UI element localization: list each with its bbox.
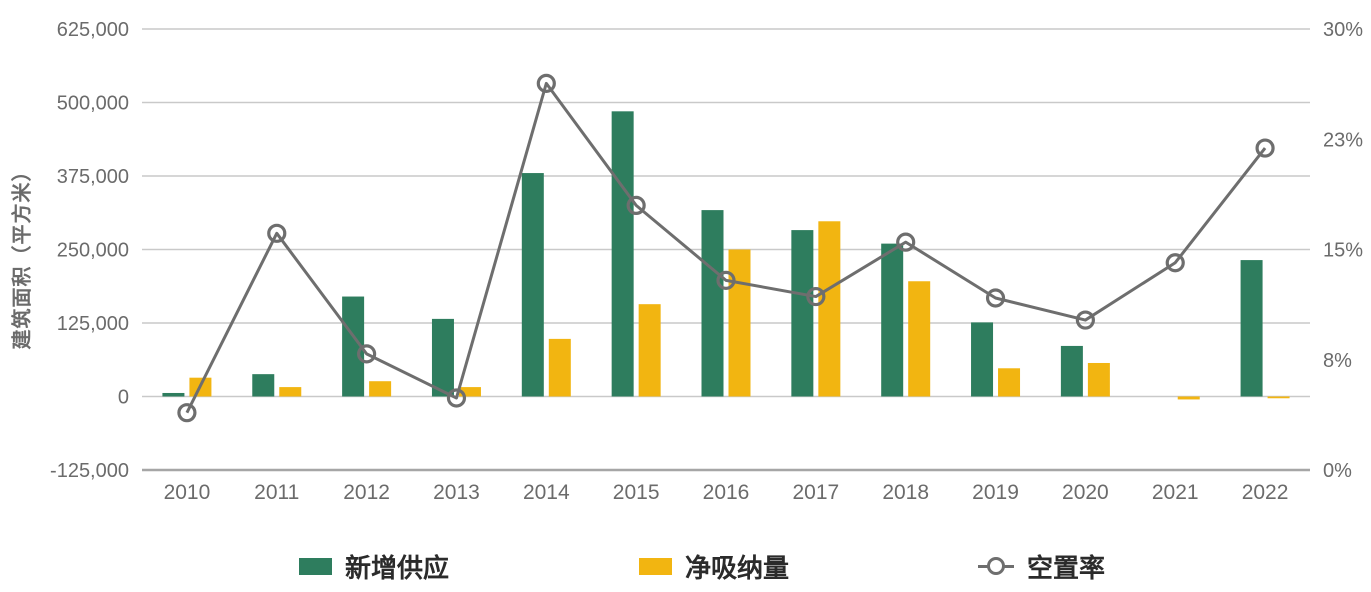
- chart-legend: 新增供应 净吸纳量 空置率: [0, 544, 1371, 588]
- bar-net-absorption: [279, 387, 302, 397]
- vacancy-marker: [267, 223, 287, 243]
- vacancy-marker: [806, 286, 826, 307]
- x-tick-label: 2019: [972, 481, 1019, 504]
- bar-net-absorption: [908, 281, 931, 397]
- bar-net-absorption: [998, 368, 1021, 397]
- bar-new-supply: [701, 210, 724, 397]
- bar-net-absorption: [1267, 396, 1290, 399]
- vacancy-marker: [985, 288, 1006, 308]
- legend-item-new-supply: 新增供应: [299, 544, 449, 588]
- x-tick-label: 2018: [882, 481, 929, 504]
- vacancy-marker: [626, 195, 646, 215]
- bar-net-absorption: [728, 249, 751, 397]
- bar-new-supply: [162, 392, 185, 397]
- legend-label-net-absorption: 净吸纳量: [685, 552, 790, 583]
- bar-net-absorption: [1177, 396, 1200, 400]
- bar-net-absorption: [1087, 362, 1110, 397]
- bar-new-supply: [1060, 345, 1083, 397]
- x-tick-label: 2014: [523, 481, 570, 504]
- y-tick-label-right: 23%: [1323, 129, 1363, 151]
- bar-net-absorption: [369, 381, 392, 397]
- y-tick-label-right: 15%: [1323, 240, 1363, 262]
- vacancy-marker: [1165, 253, 1185, 273]
- x-tick-label: 2020: [1062, 481, 1109, 504]
- legend-item-vacancy-rate: 空置率: [978, 544, 1105, 588]
- bar-new-supply: [252, 374, 275, 397]
- vacancy-marker: [357, 344, 377, 364]
- bar-new-supply: [881, 243, 904, 397]
- circle-line-icon: [978, 556, 1014, 576]
- y-tick-label-right: 30%: [1323, 19, 1363, 41]
- vacancy-marker: [446, 388, 467, 408]
- y-tick-label-right: 0%: [1323, 460, 1352, 482]
- vacancy-line: [185, 81, 1267, 414]
- y-tick-label-left: 0: [118, 387, 129, 409]
- y-tick-label-left: 250,000: [57, 240, 129, 262]
- legend-item-net-absorption: 净吸纳量: [639, 544, 789, 588]
- x-tick-label: 2010: [164, 481, 211, 504]
- bar-net-absorption: [818, 221, 841, 397]
- bar-new-supply: [1240, 260, 1263, 397]
- chart-plot-area: 625,000 500,000 375,000 250,000 125,000 0 -125…: [50, 19, 1363, 504]
- legend-label-new-supply: 新增供应: [345, 552, 450, 583]
- x-tick-label: 2015: [613, 481, 660, 504]
- y-tick-label-right: 8%: [1323, 350, 1352, 372]
- vacancy-marker: [1075, 310, 1095, 330]
- y-axis-title: 建筑面积（平方米）: [11, 160, 34, 350]
- bar-new-supply: [431, 318, 454, 397]
- vacancy-marker: [716, 270, 736, 290]
- bar-net-absorption: [548, 338, 571, 397]
- vacancy-marker: [896, 232, 916, 252]
- bar-new-supply: [342, 296, 365, 397]
- vacancy-marker: [1255, 138, 1275, 158]
- x-tick-label: 2017: [792, 481, 839, 504]
- bar-new-supply: [791, 230, 814, 397]
- y-tick-label-left: 125,000: [57, 313, 129, 335]
- yellow-square-icon: [639, 557, 672, 575]
- x-tick-label: 2022: [1242, 481, 1289, 504]
- bar-net-absorption: [458, 387, 481, 397]
- x-tick-label: 2016: [703, 481, 750, 504]
- x-tick-label: 2011: [254, 481, 299, 504]
- x-tick-label: 2012: [343, 481, 390, 504]
- bar-new-supply: [971, 322, 994, 397]
- y-tick-label-left: -125,000: [50, 460, 129, 482]
- green-square-icon: [299, 557, 332, 575]
- y-tick-label-left: 375,000: [57, 166, 129, 188]
- x-tick-label: 2021: [1152, 481, 1199, 504]
- x-tick-label: 2013: [433, 481, 480, 504]
- y-tick-label-left: 500,000: [57, 93, 129, 115]
- bar-new-supply: [611, 111, 634, 397]
- bar-new-supply: [521, 173, 544, 397]
- y-tick-label-left: 625,000: [57, 19, 129, 41]
- bar-net-absorption: [638, 304, 661, 397]
- legend-label-vacancy-rate: 空置率: [1027, 552, 1106, 583]
- vacancy-marker: [177, 403, 197, 423]
- vacancy-marker: [536, 73, 556, 93]
